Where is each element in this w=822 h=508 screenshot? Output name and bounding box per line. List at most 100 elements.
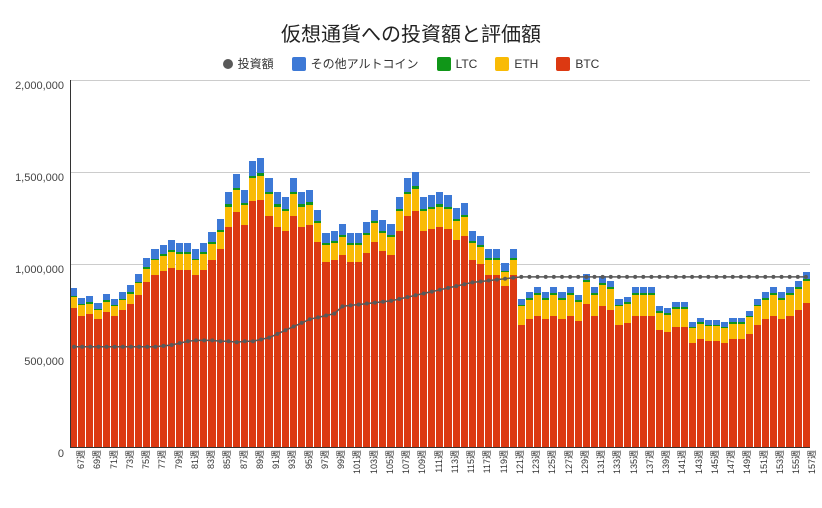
bar-segment-ETH xyxy=(420,211,427,231)
bar-segment-BTC xyxy=(697,339,704,448)
bar-segment-ETH xyxy=(322,245,329,262)
bar-segment-ETH xyxy=(241,205,248,225)
bar-segment-BTC xyxy=(176,270,183,448)
bar-column xyxy=(78,80,85,448)
bar-segment-ETH xyxy=(461,217,468,236)
bar-segment-BTC xyxy=(518,325,525,448)
x-tick: 137週 xyxy=(639,448,647,508)
bar-segment-ETH xyxy=(754,306,761,324)
legend-item-3: ETH xyxy=(495,55,538,72)
bar-column xyxy=(331,80,338,448)
bar-segment-BTC xyxy=(412,211,419,448)
x-tick xyxy=(224,448,232,508)
bar-segment-alt xyxy=(241,190,248,203)
bar-segment-ETH xyxy=(331,243,338,260)
bar-segment-alt xyxy=(501,263,508,271)
bar-segment-BTC xyxy=(379,251,386,448)
y-tick: 2,000,000 xyxy=(4,80,64,92)
bar-segment-ETH xyxy=(526,300,533,319)
bar-column xyxy=(624,80,631,448)
bar-segment-alt xyxy=(290,178,297,191)
bar-column xyxy=(754,80,761,448)
bar-segment-BTC xyxy=(78,316,85,448)
bar-segment-BTC xyxy=(591,316,598,448)
bar-segment-ETH xyxy=(217,232,224,249)
legend-item-4: BTC xyxy=(556,55,599,72)
x-tick: 95週 xyxy=(298,448,306,508)
bar-column xyxy=(705,80,712,448)
bar-column xyxy=(119,80,126,448)
bar-segment-ETH xyxy=(786,295,793,315)
bar-segment-alt xyxy=(184,243,191,253)
bar-segment-alt xyxy=(160,245,167,255)
bar-column xyxy=(599,80,606,448)
x-tick xyxy=(273,448,281,508)
bar-column xyxy=(550,80,557,448)
bar-segment-BTC xyxy=(542,319,549,448)
bar-column xyxy=(233,80,240,448)
bar-column xyxy=(575,80,582,448)
bar-column xyxy=(306,80,313,448)
chart-title: 仮想通貨への投資額と評価額 xyxy=(0,0,822,47)
bar-column xyxy=(746,80,753,448)
bar-column xyxy=(632,80,639,448)
bar-segment-BTC xyxy=(770,316,777,448)
x-tick: 153週 xyxy=(769,448,777,508)
bar-segment-BTC xyxy=(461,236,468,448)
bar-column xyxy=(290,80,297,448)
bar-segment-ETH xyxy=(233,190,240,212)
bar-segment-BTC xyxy=(534,316,541,448)
x-tick xyxy=(468,448,476,508)
y-tick: 500,000 xyxy=(4,356,64,368)
bar-segment-BTC xyxy=(583,304,590,448)
x-tick xyxy=(371,448,379,508)
bar-segment-ETH xyxy=(729,324,736,340)
y-axis: 0500,0001,000,0001,500,0002,000,000 xyxy=(0,80,70,448)
bar-segment-ETH xyxy=(151,260,158,275)
bar-segment-ETH xyxy=(550,295,557,315)
bar-segment-BTC xyxy=(567,316,574,448)
bar-segment-alt xyxy=(485,249,492,258)
bar-segment-ETH xyxy=(672,309,679,327)
bar-column xyxy=(265,80,272,448)
x-tick: 71週 xyxy=(103,448,111,508)
bar-column xyxy=(778,80,785,448)
bar-segment-ETH xyxy=(534,295,541,315)
bar-segment-BTC xyxy=(526,319,533,448)
x-tick: 115週 xyxy=(460,448,468,508)
bar-segment-ETH xyxy=(290,194,297,216)
bar-segment-BTC xyxy=(151,275,158,448)
x-tick xyxy=(387,448,395,508)
bar-segment-BTC xyxy=(575,321,582,448)
bar-segment-ETH xyxy=(86,304,93,314)
bar-column xyxy=(70,80,77,448)
bar-column xyxy=(241,80,248,448)
bar-segment-ETH xyxy=(485,260,492,275)
x-tick xyxy=(647,448,655,508)
bar-segment-BTC xyxy=(404,216,411,448)
bar-segment-ETH xyxy=(200,254,207,269)
bar-segment-ETH xyxy=(444,209,451,229)
bar-segment-BTC xyxy=(339,255,346,448)
bar-segment-ETH xyxy=(697,324,704,340)
bar-segment-alt xyxy=(298,192,305,205)
x-tick xyxy=(777,448,785,508)
bar-segment-ETH xyxy=(469,243,476,260)
bar-segment-BTC xyxy=(778,319,785,448)
bar-column xyxy=(648,80,655,448)
y-axis-line xyxy=(70,80,71,448)
bar-column xyxy=(86,80,93,448)
bar-column xyxy=(477,80,484,448)
bar-segment-BTC xyxy=(510,275,517,448)
bar-segment-ETH xyxy=(363,235,370,253)
bar-segment-alt xyxy=(404,178,411,191)
bar-segment-BTC xyxy=(420,231,427,448)
bar-segment-BTC xyxy=(347,262,354,448)
bar-segment-BTC xyxy=(371,242,378,448)
bar-segment-alt xyxy=(363,222,370,233)
bar-column xyxy=(607,80,614,448)
bar-segment-ETH xyxy=(583,282,590,304)
bar-segment-ETH xyxy=(404,194,411,216)
bar-segment-ETH xyxy=(78,305,85,315)
x-tick: 127週 xyxy=(558,448,566,508)
